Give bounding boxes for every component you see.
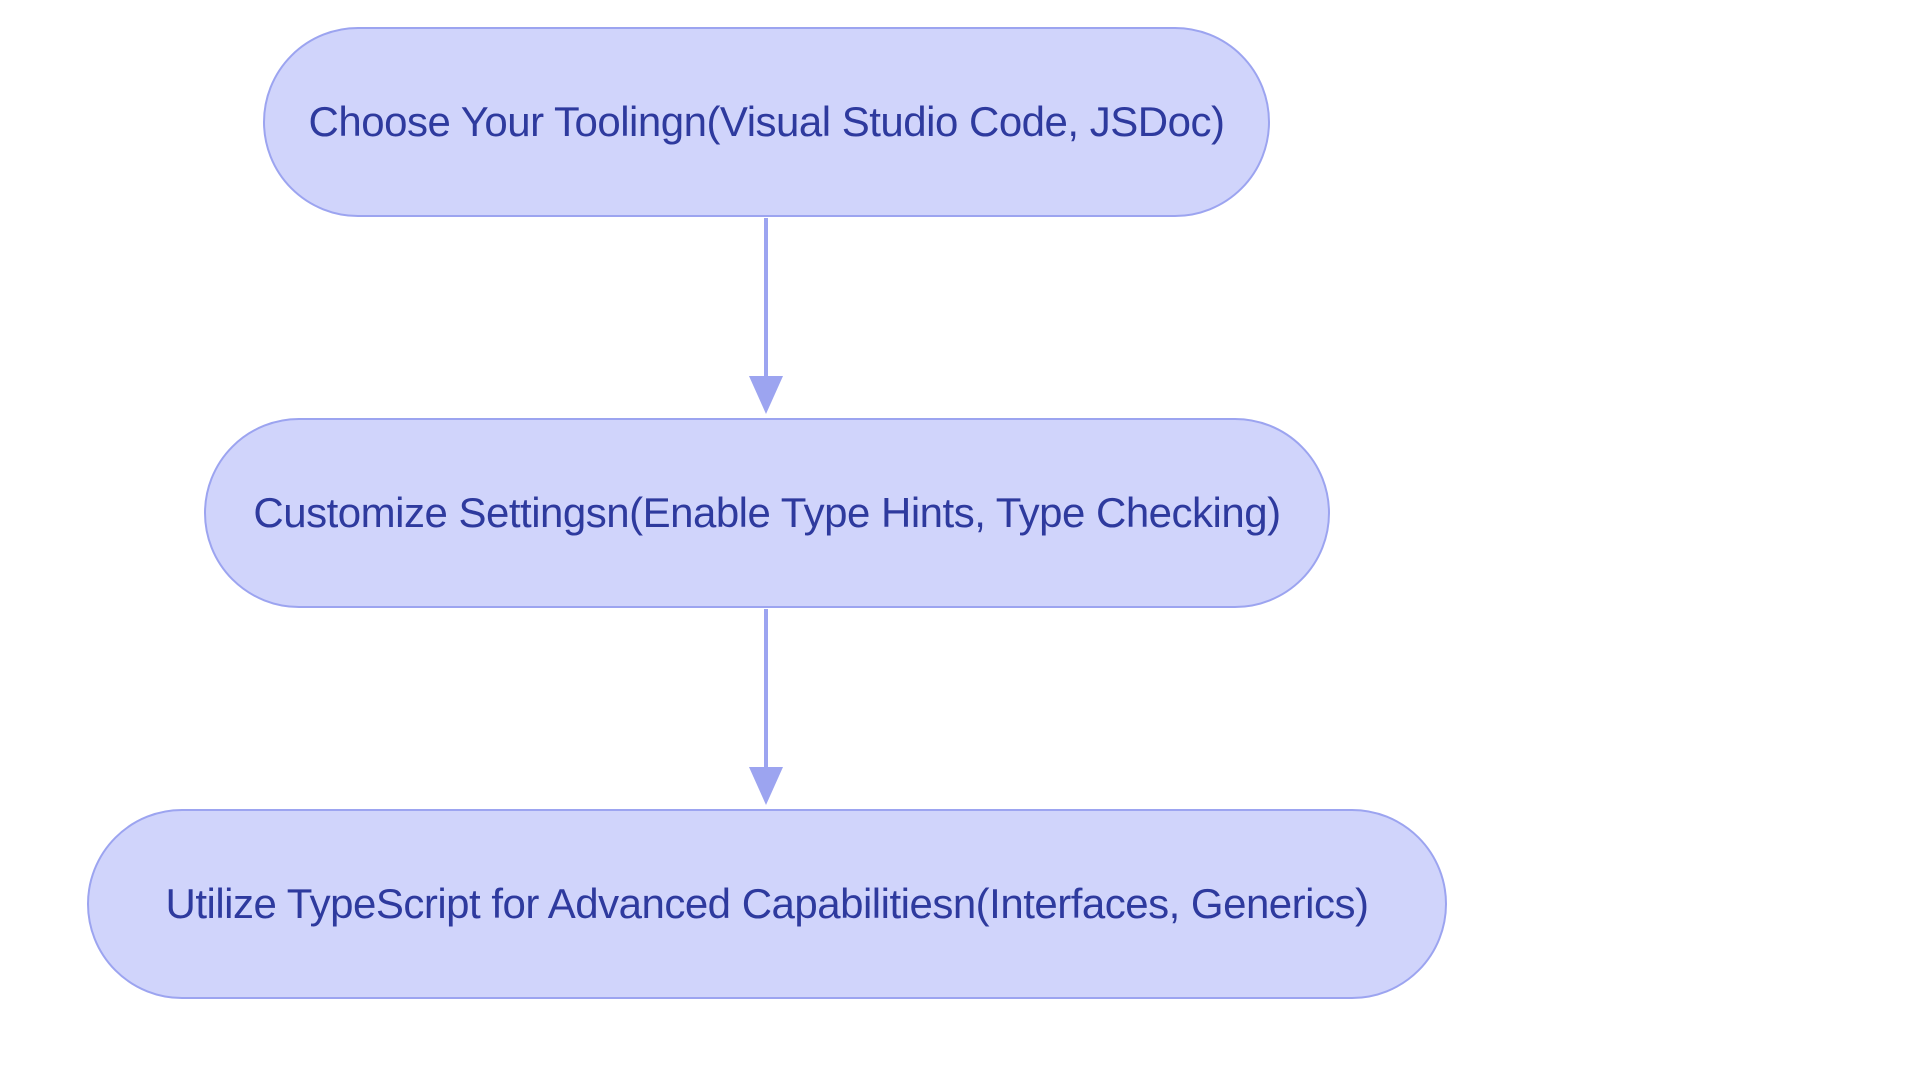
flowchart-node-1: Choose Your Toolingn(Visual Studio Code,…	[263, 27, 1270, 217]
node-3-label: Utilize TypeScript for Advanced Capabili…	[166, 881, 1369, 927]
flowchart-arrow-2	[749, 609, 783, 805]
flowchart-arrow-1	[749, 218, 783, 414]
node-2-label: Customize Settingsn(Enable Type Hints, T…	[253, 490, 1280, 536]
flowchart-node-3: Utilize TypeScript for Advanced Capabili…	[87, 809, 1447, 999]
flowchart-container: Choose Your Toolingn(Visual Studio Code,…	[0, 0, 1920, 1083]
node-1-label: Choose Your Toolingn(Visual Studio Code,…	[309, 99, 1225, 145]
flowchart-node-2: Customize Settingsn(Enable Type Hints, T…	[204, 418, 1330, 608]
